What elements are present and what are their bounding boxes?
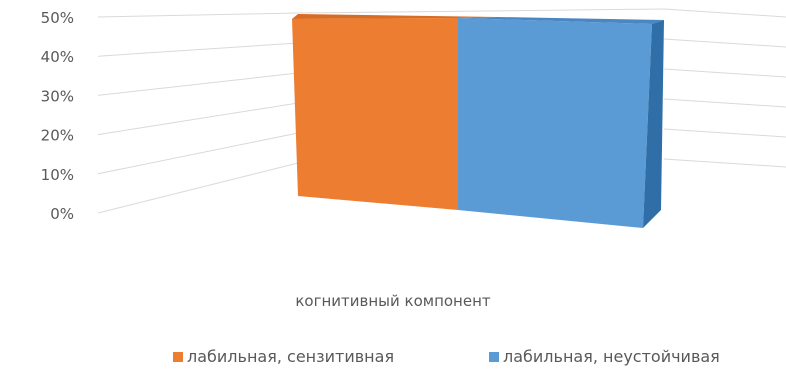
gridline-right bbox=[663, 128, 786, 138]
y-tick-label: 50% bbox=[41, 9, 74, 27]
gridlines bbox=[97, 8, 786, 214]
bar-series-2-front bbox=[458, 18, 652, 228]
gridline-right bbox=[663, 98, 786, 108]
gridline-right bbox=[663, 68, 786, 78]
bar-series-1-front bbox=[292, 18, 458, 210]
y-tick-label: 40% bbox=[41, 48, 74, 66]
gridline-right bbox=[663, 38, 786, 48]
gridline-right bbox=[663, 8, 786, 18]
legend-item-series-2: лабильная, неустойчивая bbox=[489, 347, 720, 366]
category-label: когнитивный компонент bbox=[295, 292, 491, 310]
gridline-left bbox=[97, 102, 299, 136]
gridline-left bbox=[97, 162, 299, 214]
legend: лабильная, сензитивная лабильная, неусто… bbox=[0, 347, 786, 377]
gridline-left bbox=[97, 42, 299, 57]
y-axis-ticks: 0% 10% 20% 30% 40% 50% bbox=[41, 9, 74, 223]
bar-series-2-top bbox=[458, 17, 664, 24]
legend-swatch-blue bbox=[489, 351, 499, 362]
legend-label: лабильная, сензитивная bbox=[187, 347, 395, 366]
legend-item-series-1: лабильная, сензитивная bbox=[173, 347, 394, 366]
y-tick-label: 10% bbox=[41, 166, 74, 184]
bars bbox=[292, 14, 664, 228]
bar-series-1-top bbox=[292, 14, 498, 19]
y-tick-label: 20% bbox=[41, 127, 74, 145]
gridline-left bbox=[97, 132, 299, 175]
gridline-left bbox=[97, 12, 299, 18]
y-tick-label: 0% bbox=[50, 205, 74, 223]
gridline-back bbox=[297, 8, 665, 14]
gridline-right bbox=[663, 158, 786, 168]
bar-series-2-side bbox=[643, 20, 664, 228]
legend-swatch-orange bbox=[173, 351, 183, 362]
y-tick-label: 30% bbox=[41, 87, 74, 105]
gridline-left bbox=[97, 72, 299, 96]
legend-label: лабильная, неустойчивая bbox=[503, 347, 720, 366]
